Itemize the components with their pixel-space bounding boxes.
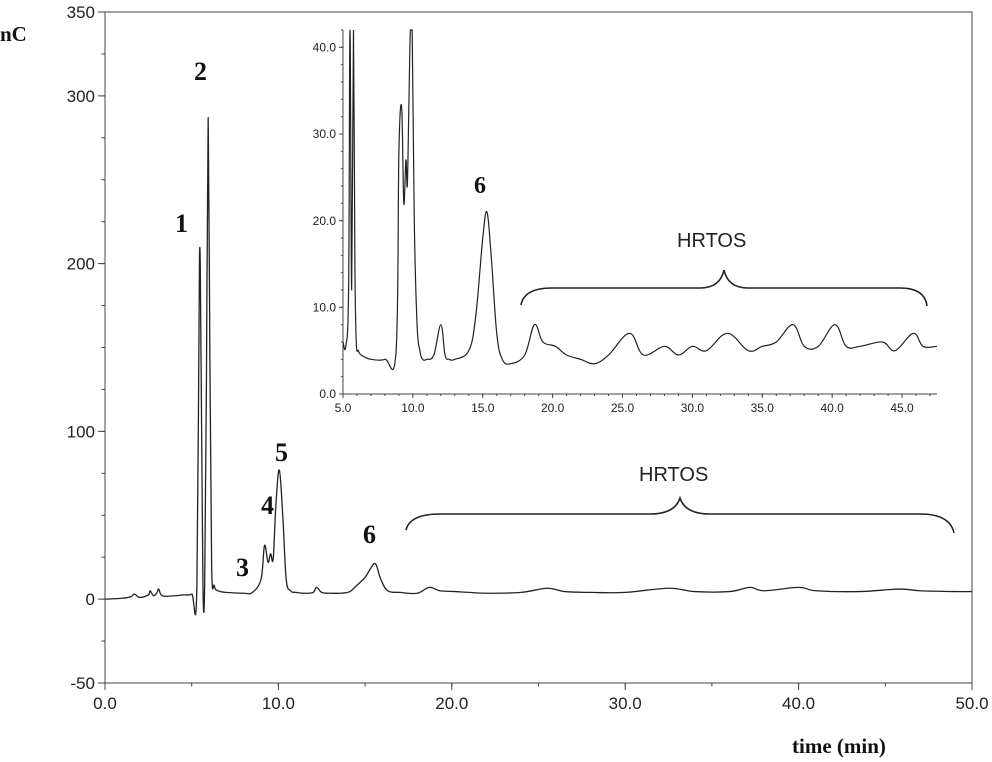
peak-label-5: 5 [275,438,288,467]
inset-y-tick-label-4: 40.0 [313,41,337,55]
y-axis-title: nC [0,22,27,46]
main-x-tick-label-0: 0.0 [93,694,117,713]
main-x-tick-label-5: 50.0 [955,694,988,713]
x-axis-title: time (min) [792,734,886,758]
inset-x-tick-label-2: 15.0 [471,401,495,415]
inset-x-tick-label-1: 10.0 [401,401,425,415]
main-y-tick-label-0: -50 [70,674,95,693]
inset-x-tick-label-4: 25.0 [611,401,635,415]
main-x-tick-label-3: 30.0 [609,694,642,713]
main-y-tick-label-5: 350 [67,3,95,22]
peak-label-3: 3 [236,553,249,582]
main-y-tick-label-3: 200 [67,255,95,274]
inset-x-axis-ticks: 5.0 10.0 15.0 20.0 25.0 30.0 35.0 40.0 45.0 [335,394,931,415]
inset-chromatogram-line [342,29,938,370]
inset-plot: 0.0 10.0 20.0 30.0 40.0 5.0 10.0 15.0 20.0 25.0 3… [313,29,938,415]
inset-x-tick-label-3: 20.0 [541,401,565,415]
main-x-axis-ticks: 0.0 10.0 20.0 30.0 40.0 50.0 [93,683,989,713]
peak-label-4: 4 [261,491,274,520]
inset-plot-background [343,30,937,394]
main-x-tick-label-2: 20.0 [435,694,468,713]
hrtos-label-main: HRTOS [639,464,708,486]
main-x-tick-label-4: 40.0 [782,694,815,713]
main-y-tick-label-1: 0 [86,590,95,609]
main-y-axis-ticks: -50 0 100 200 300 350 [67,3,105,693]
main-chromatogram-line [104,117,973,616]
inset-peak-label-6: 6 [474,173,486,199]
inset-y-tick-label-0: 0.0 [319,387,336,401]
hrtos-label-inset: HRTOS [677,230,746,252]
inset-x-tick-label-8: 45.0 [890,401,914,415]
hrtos-brace-main [405,495,955,534]
hrtos-brace-inset [520,269,928,307]
inset-x-tick-label-6: 35.0 [751,401,775,415]
inset-y-tick-label-3: 30.0 [313,127,337,141]
main-x-tick-label-1: 10.0 [262,694,295,713]
inset-y-tick-label-2: 20.0 [313,214,337,228]
inset-y-axis-ticks: 0.0 10.0 20.0 30.0 40.0 [313,29,343,401]
main-y-tick-label-4: 300 [67,87,95,106]
main-y-tick-label-2: 100 [67,422,95,441]
inset-x-tick-label-7: 40.0 [820,401,844,415]
inset-y-tick-label-1: 10.0 [313,301,337,315]
inset-x-tick-label-5: 30.0 [681,401,705,415]
inset-x-tick-label-0: 5.0 [335,401,352,415]
peak-label-1: 1 [175,209,188,238]
peak-label-2: 2 [194,57,207,86]
peak-label-6: 6 [363,520,376,549]
